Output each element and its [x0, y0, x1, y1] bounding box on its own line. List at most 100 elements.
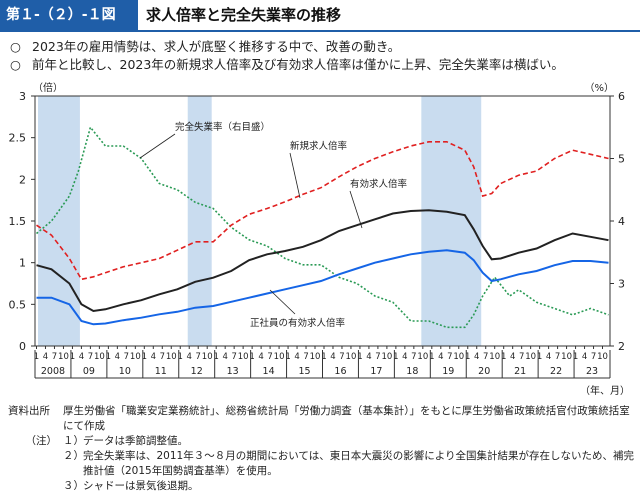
note-number: ２）	[63, 450, 84, 462]
right-tick-label: 2	[618, 340, 625, 353]
annotation-leader	[139, 133, 176, 159]
summary-bullet: ○ 2023年の雇用情勢は、求人が底堅く推移する中で、改善の動き。	[10, 38, 635, 56]
month-tick-label: 1	[213, 352, 218, 362]
month-tick-label: 4	[43, 352, 48, 362]
right-axis-unit: （%）	[584, 82, 614, 94]
month-tick-label: 10	[489, 352, 500, 362]
month-tick-label: 1	[429, 352, 434, 362]
month-tick-label: 7	[231, 352, 236, 362]
month-tick-label: 4	[115, 352, 120, 362]
month-tick-label: 4	[151, 352, 156, 362]
left-tick-label: 2	[19, 173, 26, 186]
left-tick-label: 0	[19, 340, 26, 353]
note-text: シャドーは景気後退期。	[83, 480, 199, 492]
month-tick-label: 1	[465, 352, 470, 362]
note-number: ３）	[63, 480, 84, 492]
left-tick-label: 0.5	[9, 298, 27, 311]
bullet-text: 前年と比較し、2023年の新規求人倍率及び有効求人倍率は僅かに上昇、完全失業率は…	[32, 57, 564, 72]
left-tick-label: 3	[19, 90, 26, 103]
month-tick-label: 1	[178, 352, 183, 362]
month-tick-label: 10	[310, 352, 321, 362]
year-label: 12	[191, 366, 203, 377]
note-text: 完全失業率は、2011年３～８月の期間においては、東日本大震災の影響により全国集…	[83, 450, 634, 477]
month-tick-label: 1	[357, 352, 362, 362]
month-tick-label: 7	[88, 352, 93, 362]
note-item: ３） シャドーは景気後退期。	[63, 479, 638, 494]
month-tick-label: 10	[202, 352, 213, 362]
bullet-mark: ○	[10, 39, 21, 54]
annotation-label: 正社員の有効求人倍率	[250, 317, 346, 329]
year-label: 16	[334, 366, 346, 377]
left-axis-unit: （倍）	[33, 81, 63, 94]
note-text: データは季節調整値。	[83, 435, 188, 447]
month-tick-label: 10	[346, 352, 357, 362]
year-label: 23	[586, 366, 598, 377]
month-tick-label: 10	[381, 352, 392, 362]
header-divider	[0, 30, 640, 32]
series-line	[36, 209, 609, 313]
month-tick-label: 7	[555, 352, 560, 362]
month-tick-label: 7	[375, 352, 380, 362]
year-label: 09	[83, 366, 95, 377]
bullet-text: 2023年の雇用情勢は、求人が底堅く推移する中で、改善の動き。	[32, 39, 401, 54]
month-tick-label: 7	[160, 352, 165, 362]
year-label: 22	[550, 366, 562, 377]
month-tick-label: 1	[106, 352, 111, 362]
month-tick-label: 4	[222, 352, 227, 362]
year-label: 2008	[41, 366, 65, 377]
bullet-mark: ○	[10, 57, 21, 72]
right-tick-label: 3	[618, 278, 625, 291]
notes-row: （注） １） データは季節調整値。 ２） 完全失業率は、2011年３～８月の期間…	[8, 434, 638, 494]
month-tick-label: 7	[267, 352, 272, 362]
month-tick-label: 10	[58, 352, 69, 362]
year-label: 14	[263, 366, 275, 377]
year-label: 15	[298, 366, 310, 377]
x-axis-unit: （年、月）	[580, 384, 630, 397]
month-tick-label: 7	[447, 352, 452, 362]
year-label: 17	[370, 366, 382, 377]
summary-bullets: ○ 2023年の雇用情勢は、求人が底堅く推移する中で、改善の動き。 ○ 前年と比…	[10, 38, 635, 74]
note-item: １） データは季節調整値。	[63, 434, 638, 449]
right-tick-label: 6	[618, 90, 625, 103]
month-tick-label: 1	[501, 352, 506, 362]
year-label: 20	[478, 366, 490, 377]
month-tick-label: 7	[591, 352, 596, 362]
month-tick-label: 4	[510, 352, 515, 362]
right-tick-label: 5	[618, 153, 625, 166]
chart-notes: 資料出所 厚生労働省「職業安定業務統計」、総務省統計局「労働力調査（基本集計）」…	[8, 404, 638, 494]
month-tick-label: 10	[417, 352, 428, 362]
month-tick-label: 10	[274, 352, 285, 362]
month-tick-label: 4	[294, 352, 299, 362]
month-tick-label: 1	[573, 352, 578, 362]
notes-label: （注）	[25, 435, 58, 447]
left-tick-label: 2.5	[9, 132, 27, 145]
month-tick-label: 4	[546, 352, 551, 362]
annotation-label: 新規求人倍率	[290, 140, 348, 152]
annotation-leader	[269, 289, 296, 315]
month-tick-label: 10	[597, 352, 608, 362]
annotation-label: 完全失業率（右目盛）	[175, 121, 270, 133]
source-label: 資料出所	[8, 405, 50, 417]
year-label: 10	[119, 366, 131, 377]
month-tick-label: 7	[52, 352, 57, 362]
month-tick-label: 4	[258, 352, 263, 362]
month-tick-label: 10	[130, 352, 141, 362]
month-tick-label: 1	[70, 352, 75, 362]
month-tick-label: 10	[94, 352, 105, 362]
source-text: 厚生労働省「職業安定業務統計」、総務省統計局「労働力調査（基本集計）」をもとに厚…	[63, 405, 630, 432]
month-tick-label: 7	[124, 352, 129, 362]
plot-frame	[34, 95, 611, 347]
month-tick-label: 1	[285, 352, 290, 362]
month-tick-label: 4	[330, 352, 335, 362]
month-tick-label: 10	[453, 352, 464, 362]
month-tick-label: 10	[525, 352, 536, 362]
month-tick-label: 10	[561, 352, 572, 362]
figure-title: 求人倍率と完全失業率の推移	[146, 6, 342, 24]
month-tick-label: 7	[303, 352, 308, 362]
month-tick-label: 7	[483, 352, 488, 362]
summary-bullet: ○ 前年と比較し、2023年の新規求人倍率及び有効求人倍率は僅かに上昇、完全失業…	[10, 56, 635, 74]
month-tick-label: 10	[238, 352, 249, 362]
series-line	[36, 249, 609, 326]
right-tick-label: 4	[618, 215, 625, 228]
